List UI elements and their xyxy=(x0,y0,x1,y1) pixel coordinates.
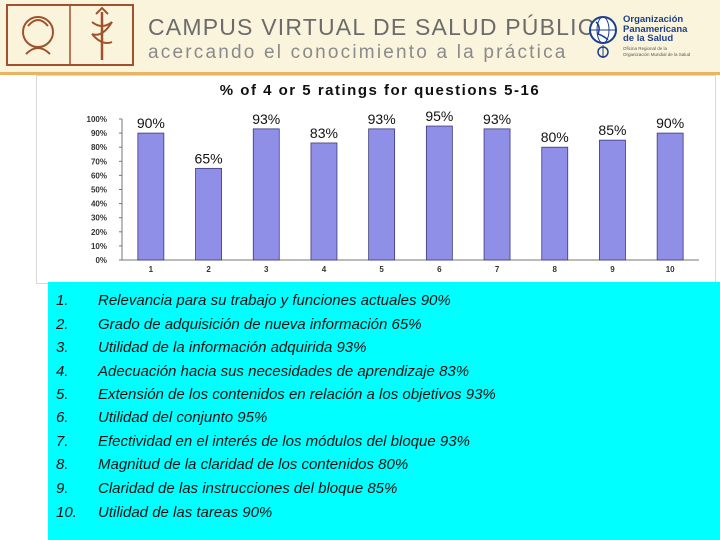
data-label: 90% xyxy=(137,115,165,131)
item-text: Relevancia para su trabajo y funciones a… xyxy=(98,292,451,309)
bar xyxy=(252,128,280,261)
item-number: 9. xyxy=(56,480,69,497)
org-name-line: de la Salud xyxy=(623,33,674,44)
item-text: Magnitud de la claridad de los contenido… xyxy=(98,456,409,473)
y-tick-label: 10% xyxy=(91,242,107,251)
item-number: 6. xyxy=(56,409,69,426)
site-title: CAMPUS VIRTUAL DE SALUD PÚBLICA xyxy=(148,14,613,40)
data-label: 80% xyxy=(541,129,569,145)
y-tick-label: 80% xyxy=(91,143,107,152)
y-tick-label: 30% xyxy=(91,214,107,223)
list-item: 5. Extensión de los contenidos en relació… xyxy=(56,386,716,409)
bar-chart: % of 4 or 5 ratings for questions 5-16 0%… xyxy=(36,75,716,284)
data-label: 93% xyxy=(368,111,396,127)
y-tick-label: 70% xyxy=(91,157,107,166)
list-item: 7. Efectividad en el interés de los módul… xyxy=(56,433,716,456)
item-text: Claridad de las instrucciones del bloque… xyxy=(98,480,398,497)
x-tick-label: 9 xyxy=(610,265,615,274)
bar xyxy=(195,167,222,261)
y-tick-label: 50% xyxy=(91,186,107,195)
org-subtext-line: Organización Mundial de la Salud xyxy=(623,52,691,57)
site-subtitle: acercando el conocimiento a la práctica xyxy=(148,42,568,63)
question-list: 1. Relevancia para su trabajo y funciones… xyxy=(48,282,720,540)
org-subtext-line: Oficina Regional de la xyxy=(623,46,668,51)
item-number: 3. xyxy=(56,339,69,356)
list-item: 6. Utilidad del conjunto 95% xyxy=(56,409,716,432)
chart-title: % of 4 or 5 ratings for questions 5-16 xyxy=(220,82,540,99)
x-tick-label: 8 xyxy=(553,265,558,274)
y-tick-label: 0% xyxy=(95,256,107,265)
data-label: 93% xyxy=(252,111,280,127)
x-tick-label: 3 xyxy=(264,265,269,274)
list-item: 1. Relevancia para su trabajo y funciones… xyxy=(56,292,716,315)
bar xyxy=(310,142,338,261)
y-tick-label: 20% xyxy=(91,228,107,237)
x-tick-label: 5 xyxy=(379,265,384,274)
bar xyxy=(541,146,569,261)
x-tick-label: 7 xyxy=(495,265,500,274)
data-label: 65% xyxy=(195,150,223,166)
data-label: 85% xyxy=(598,122,626,138)
data-label: 93% xyxy=(483,111,511,127)
bar xyxy=(425,125,453,261)
y-tick-label: 90% xyxy=(91,129,107,138)
item-text: Utilidad de la información adquirida 93% xyxy=(98,339,367,356)
list-item: 9. Claridad de las instrucciones del bloq… xyxy=(56,480,716,503)
list-item: 2. Grado de adquisición de nueva informac… xyxy=(56,316,716,339)
x-tick-label: 6 xyxy=(437,265,442,274)
item-number: 8. xyxy=(56,456,69,473)
data-label: 90% xyxy=(656,115,684,131)
y-tick-label: 40% xyxy=(91,200,107,209)
item-number: 1. xyxy=(56,292,69,309)
item-number: 2. xyxy=(56,316,69,333)
item-text: Extensión de los contenidos en relación … xyxy=(98,386,496,403)
paho-globe-icon xyxy=(589,16,617,58)
data-label: 95% xyxy=(425,108,453,124)
bar xyxy=(137,132,165,261)
item-number: 10. xyxy=(56,504,77,521)
list-item: 4. Adecuación hacia sus necesidades de ap… xyxy=(56,363,716,386)
x-tick-label: 4 xyxy=(322,265,327,274)
list-item: 8. Magnitud de la claridad de los conteni… xyxy=(56,456,716,479)
org-name-line: Panamericana xyxy=(623,23,688,35)
header-banner: CAMPUS VIRTUAL DE SALUD PÚBLICA acercand… xyxy=(0,0,720,75)
x-tick-label: 2 xyxy=(206,265,211,274)
y-tick-label: 100% xyxy=(87,115,107,124)
item-text: Efectividad en el interés de los módulos… xyxy=(98,433,470,450)
org-name: Organización Panamericana de la Salud xyxy=(623,15,687,44)
x-tick-label: 10 xyxy=(666,265,675,274)
bar xyxy=(599,139,626,261)
item-number: 7. xyxy=(56,433,69,450)
org-name-line: Organización xyxy=(623,14,684,25)
list-item: 3. Utilidad de la información adquirida 9… xyxy=(56,339,716,362)
item-number: 5. xyxy=(56,386,69,403)
item-text: Grado de adquisición de nueva informació… xyxy=(98,316,422,333)
org-subtext: Oficina Regional de la Organización Mund… xyxy=(623,46,718,58)
campus-logo-icon xyxy=(6,4,134,66)
bar xyxy=(483,128,511,261)
y-tick-label: 60% xyxy=(91,171,107,180)
item-text: Utilidad de las tareas 90% xyxy=(98,504,273,521)
bar xyxy=(656,132,684,261)
x-tick-label: 1 xyxy=(149,265,154,274)
item-text: Utilidad del conjunto 95% xyxy=(98,409,268,426)
bar-chart-svg: % of 4 or 5 ratings for questions 5-16 0%… xyxy=(87,82,699,274)
list-item: 10. Utilidad de las tareas 90% xyxy=(56,504,716,527)
data-label: 83% xyxy=(310,125,338,141)
item-number: 4. xyxy=(56,363,69,380)
bar xyxy=(368,128,396,261)
item-text: Adecuación hacia sus necesidades de apre… xyxy=(98,363,470,380)
